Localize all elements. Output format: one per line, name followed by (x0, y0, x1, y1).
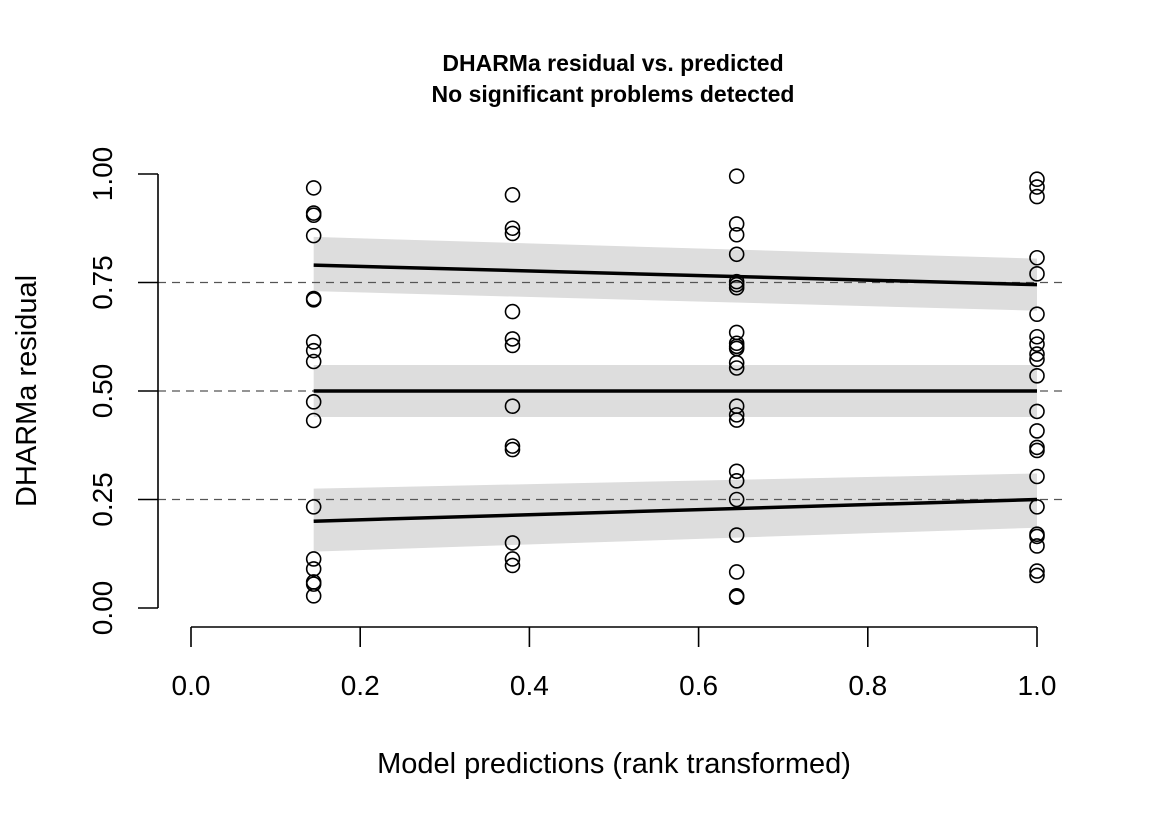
x-axis-title: Model predictions (rank transformed) (377, 748, 851, 780)
x-axis: 0.0 0.2 0.4 0.6 0.8 1.0 (172, 626, 1057, 701)
data-point (1029, 442, 1045, 459)
chart-subtitle: No significant problems detected (432, 81, 795, 107)
data-point (1029, 306, 1045, 322)
data-point (1029, 188, 1045, 205)
data-point (728, 360, 745, 376)
data-point (305, 342, 322, 359)
data-point (1029, 528, 1045, 545)
data-point (1029, 439, 1045, 456)
data-point (1029, 567, 1045, 584)
data-point (1029, 563, 1045, 579)
data-point (504, 225, 521, 242)
data-point (728, 463, 745, 480)
data-point (305, 576, 322, 592)
confidence-bands (313, 236, 1037, 552)
data-point (1029, 328, 1045, 345)
y-tick-label: 1.00 (87, 147, 118, 202)
y-tick-label: 0.25 (87, 472, 118, 527)
data-point (1029, 368, 1045, 384)
data-point (504, 303, 521, 320)
data-point (305, 207, 322, 224)
data-point (504, 438, 521, 454)
data-point (1029, 346, 1045, 362)
data-point (504, 441, 521, 458)
data-point (728, 589, 745, 605)
data-point (504, 187, 521, 203)
data-point (305, 551, 322, 567)
data-point (728, 168, 745, 184)
data-point (504, 331, 521, 347)
data-point (728, 246, 745, 263)
data-point (1029, 538, 1045, 554)
y-tick-label: 0.50 (87, 364, 118, 419)
data-point (305, 588, 322, 604)
data-point (728, 354, 745, 371)
data-point (305, 394, 322, 410)
x-tick-label: 0.2 (341, 670, 380, 701)
chart-title: DHARMa residual vs. predicted (442, 50, 783, 76)
data-point (1029, 403, 1045, 420)
quantile-line-q25 (313, 497, 1038, 523)
quantile-fit-lines (313, 263, 1038, 523)
data-point (1029, 249, 1045, 266)
data-point (1029, 423, 1045, 439)
data-point (504, 551, 521, 567)
data-point (1029, 351, 1045, 368)
data-point (1029, 499, 1045, 515)
data-point (728, 564, 745, 580)
data-point (305, 499, 322, 515)
data-point (728, 412, 745, 428)
data-point (728, 491, 745, 508)
y-axis-title: DHARMa residual (11, 275, 43, 507)
data-point (305, 227, 322, 244)
data-point (728, 226, 745, 243)
quantile-line-q75 (313, 263, 1038, 287)
data-point (305, 334, 322, 350)
data-point (1029, 171, 1045, 188)
data-point (305, 561, 322, 577)
data-point (1029, 266, 1045, 282)
data-point (305, 292, 322, 308)
x-tick-label: 0.0 (172, 670, 211, 701)
residual-points (305, 168, 1045, 605)
y-tick-label: 0.75 (87, 255, 118, 310)
data-point (728, 279, 745, 296)
data-point (1029, 336, 1045, 352)
data-point (504, 337, 521, 354)
x-tick-label: 0.6 (679, 670, 718, 701)
data-point (1029, 468, 1045, 485)
data-point (728, 407, 745, 423)
data-point (1029, 179, 1045, 195)
x-tick-label: 1.0 (1018, 670, 1057, 701)
data-point (504, 557, 521, 574)
data-point (728, 473, 745, 489)
confidence-band-q25 (313, 473, 1037, 552)
x-tick-label: 0.8 (848, 670, 887, 701)
data-point (305, 180, 322, 196)
data-point (504, 220, 521, 237)
data-point (504, 535, 521, 551)
data-point (504, 398, 521, 414)
y-tick-label: 0.00 (87, 581, 118, 636)
data-point (728, 216, 745, 232)
data-point (305, 412, 322, 429)
x-tick-label: 0.4 (510, 670, 549, 701)
y-axis: 0.00 0.25 0.50 0.75 1.00 (87, 147, 159, 636)
data-point (728, 527, 745, 543)
data-point (305, 353, 322, 370)
